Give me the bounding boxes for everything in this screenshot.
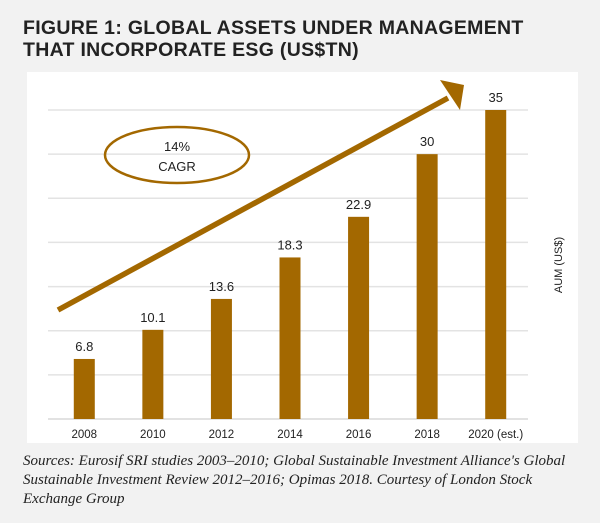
cagr-label: CAGR	[158, 159, 196, 174]
bar-2008	[73, 358, 95, 419]
y-axis-label: AUM (US$)	[553, 237, 565, 293]
cagr-annotation: 14% CAGR	[103, 125, 251, 185]
figure-title: FIGURE 1: GLOBAL ASSETS UNDER MANAGEMENT…	[23, 17, 583, 61]
bar-2014	[279, 257, 301, 419]
x-tick-label: 2020 (est.)	[468, 429, 523, 441]
x-tick-label: 2014	[277, 429, 303, 441]
trend-arrow-line	[56, 95, 450, 313]
data-label: 22.9	[346, 197, 371, 212]
figure-title-line2: THAT INCORPORATE ESG (US$TN)	[23, 39, 359, 61]
data-label: 30	[420, 134, 434, 149]
bar-2016	[348, 216, 370, 419]
bar-2018	[416, 154, 438, 419]
trend-arrow-head	[440, 80, 464, 110]
source-note: Sources: Eurosif SRI studies 2003–2010; …	[23, 453, 566, 507]
data-label: 6.8	[75, 339, 93, 354]
bar-2020	[485, 110, 507, 419]
trend-arrow	[56, 80, 464, 313]
x-tick-label: 2008	[71, 429, 97, 441]
data-label: 18.3	[277, 237, 302, 252]
x-tick-label: 2016	[346, 429, 372, 441]
bars	[73, 110, 507, 419]
data-label: 10.1	[140, 310, 165, 325]
data-label: 13.6	[209, 279, 234, 294]
cagr-percent: 14%	[164, 139, 190, 154]
x-tick-labels: 2008 2010 2012 2014 2016 2018 2020 (est.)	[71, 429, 523, 441]
bar-2010	[142, 329, 164, 419]
x-tick-label: 2018	[414, 429, 440, 441]
x-tick-label: 2012	[209, 429, 235, 441]
data-label: 35	[488, 90, 502, 105]
figure-title-line1: FIGURE 1: GLOBAL ASSETS UNDER MANAGEMENT	[23, 17, 524, 39]
data-labels: 6.8 10.1 13.6 18.3 22.9 30 35	[75, 90, 503, 354]
x-tick-label: 2010	[140, 429, 166, 441]
cagr-ellipse	[103, 125, 251, 185]
bar-2012	[210, 298, 232, 419]
